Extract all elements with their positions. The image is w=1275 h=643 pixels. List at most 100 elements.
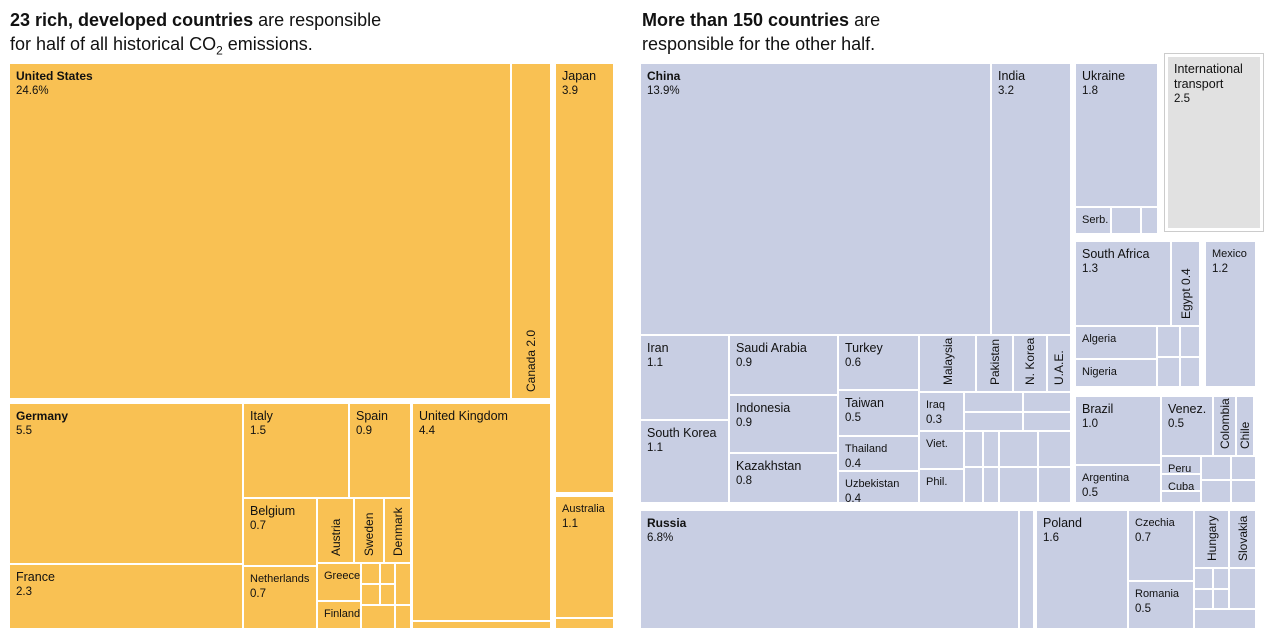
cell-value: 0.5 bbox=[1168, 418, 1184, 430]
unlabeled-cell bbox=[362, 606, 394, 628]
cell-label: India bbox=[998, 69, 1026, 83]
cell-indonesia: Indonesia 0.9 bbox=[730, 396, 837, 452]
cell-colombia: Colombia bbox=[1214, 397, 1235, 455]
cell-value: 0.8 bbox=[736, 475, 752, 487]
unlabeled-cell bbox=[556, 619, 613, 628]
cell-label: South Korea bbox=[647, 426, 717, 440]
headline-right-rest: are bbox=[849, 10, 881, 30]
cell-u-a-e: U.A.E. bbox=[1048, 336, 1070, 391]
cell-label: Poland bbox=[1043, 516, 1082, 530]
cell-austria: Austria bbox=[318, 499, 353, 562]
cell-label: International transport bbox=[1174, 62, 1243, 91]
cell-south-korea: South Korea 1.1 bbox=[641, 421, 728, 502]
cell-label: Finland bbox=[324, 608, 360, 620]
unlabeled-cell bbox=[1000, 432, 1070, 502]
cell-sweden: Sweden bbox=[355, 499, 383, 562]
cell-international-transport: International transport 2.5 bbox=[1164, 53, 1264, 232]
cell-value: 0.7 bbox=[250, 520, 266, 532]
cell-spain: Spain 0.9 bbox=[350, 404, 410, 497]
cell-value: 24.6% bbox=[16, 85, 49, 97]
cell-romania: Romania 0.5 bbox=[1129, 582, 1193, 628]
cell-value: 6.8% bbox=[647, 532, 674, 544]
cell-label: Viet. bbox=[926, 438, 948, 450]
cell-label: China bbox=[647, 69, 681, 83]
headline-left-line2: for half of all historical CO bbox=[10, 34, 217, 54]
cell-label: United Kingdom bbox=[419, 409, 508, 423]
headline-left-rest: are responsible bbox=[253, 10, 382, 30]
unlabeled-cell bbox=[965, 432, 998, 502]
cell-label: Japan bbox=[562, 69, 597, 83]
cell-argentina: Argentina 0.5 bbox=[1076, 466, 1160, 502]
cell-label: Romania bbox=[1135, 588, 1180, 600]
cell-label: Sweden bbox=[362, 512, 376, 556]
cell-label: France bbox=[16, 570, 55, 584]
cell-label: Ukraine bbox=[1082, 69, 1126, 83]
headline-left: 23 rich, developed countries are respons… bbox=[10, 8, 381, 63]
cell-label: Argentina bbox=[1082, 472, 1130, 484]
cell-label: United States bbox=[16, 69, 93, 83]
unlabeled-cell bbox=[1230, 569, 1255, 608]
cell-label: Australia bbox=[562, 503, 605, 515]
cell-n-korea: N. Korea bbox=[1014, 336, 1046, 391]
cell-iraq: Iraq 0.3 bbox=[920, 393, 963, 430]
headline-right-bold: More than 150 countries bbox=[642, 10, 850, 30]
cell-malaysia: Malaysia bbox=[920, 336, 975, 391]
cell-label: Belgium bbox=[250, 504, 296, 518]
cell-value: 0.6 bbox=[845, 357, 861, 369]
unlabeled-cell bbox=[396, 606, 410, 628]
cell-value: 1.6 bbox=[1043, 532, 1059, 544]
cell-value: 1.0 bbox=[1082, 418, 1098, 430]
cell-slovakia: Slovakia bbox=[1230, 511, 1255, 567]
cell-value: 0.5 bbox=[1135, 603, 1151, 615]
cell-label: Greece bbox=[324, 570, 360, 582]
cell-label: Hungary bbox=[1204, 515, 1219, 561]
unlabeled-cell bbox=[1195, 569, 1228, 608]
cell-saudi-arabia: Saudi Arabia 0.9 bbox=[730, 336, 837, 394]
cell-value: 1.5 bbox=[250, 425, 266, 437]
cell-poland: Poland 1.6 bbox=[1037, 511, 1127, 628]
cell-viet: Viet. bbox=[920, 432, 963, 468]
cell-label: Germany bbox=[16, 409, 69, 423]
unlabeled-cell bbox=[965, 393, 1070, 430]
cell-label: Algeria bbox=[1082, 333, 1117, 345]
cell-ukraine: Ukraine 1.8 bbox=[1076, 64, 1157, 206]
cell-peru: Peru bbox=[1162, 457, 1200, 473]
cell-pakistan: Pakistan bbox=[977, 336, 1012, 391]
cell-label: Iraq bbox=[926, 399, 945, 411]
cell-label: Turkey bbox=[845, 341, 883, 355]
cell-label: Mexico bbox=[1212, 248, 1247, 260]
headline-right-line2: responsible for the other half. bbox=[642, 34, 876, 54]
cell-label: Taiwan bbox=[845, 396, 884, 410]
cell-canada: Canada 2.0 bbox=[512, 64, 550, 398]
cell-thailand: Thailand 0.4 bbox=[839, 437, 918, 470]
cell-value: 0.3 bbox=[926, 414, 942, 426]
unlabeled-cell bbox=[1195, 610, 1255, 628]
cell-greece: Greece bbox=[318, 564, 360, 600]
cell-value: 1.3 bbox=[1082, 263, 1098, 275]
cell-algeria: Algeria bbox=[1076, 327, 1156, 358]
cell-label: Slovakia bbox=[1235, 515, 1250, 561]
cell-value: 0.5 bbox=[845, 412, 861, 424]
cell-label: Brazil bbox=[1082, 402, 1114, 416]
cell-india: India 3.2 bbox=[992, 64, 1070, 334]
cell-value: 0.4 bbox=[845, 493, 861, 502]
cell-value: 2.3 bbox=[16, 586, 32, 598]
cell-egypt: Egypt 0.4 bbox=[1172, 242, 1199, 325]
cell-value: 1.1 bbox=[647, 442, 663, 454]
cell-kazakhstan: Kazakhstan 0.8 bbox=[730, 454, 837, 502]
cell-label: Saudi Arabia bbox=[736, 341, 807, 355]
cell-label: Indonesia bbox=[736, 401, 791, 415]
cell-chile: Chile bbox=[1237, 397, 1253, 455]
cell-value: 0.7 bbox=[250, 588, 266, 600]
cell-uzbekistan: Uzbekistan 0.4 bbox=[839, 472, 918, 502]
unlabeled-cell bbox=[1158, 327, 1199, 386]
unlabeled-cell bbox=[1162, 492, 1200, 502]
cell-venez: Venez. 0.5 bbox=[1162, 397, 1212, 455]
cell-value: 1.2 bbox=[1212, 263, 1228, 275]
cell-value: 0.7 bbox=[1135, 532, 1151, 544]
unlabeled-cell bbox=[362, 564, 394, 604]
headline-right: More than 150 countries are responsible … bbox=[642, 8, 880, 56]
cell-label: Colombia bbox=[1217, 398, 1232, 449]
cell-label: Chile bbox=[1238, 421, 1252, 449]
cell-label: Phil. bbox=[926, 476, 948, 488]
